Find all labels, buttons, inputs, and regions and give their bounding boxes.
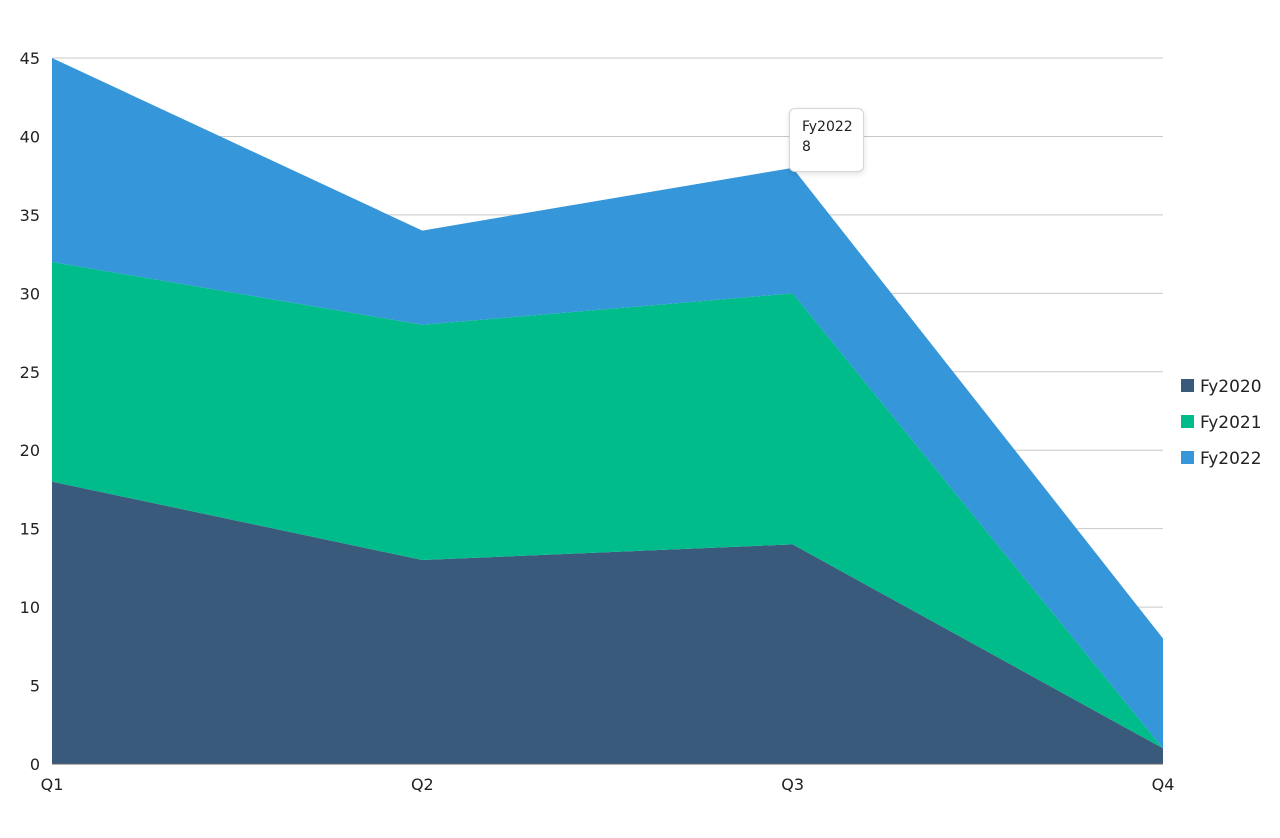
y-tick-label-25: 25 [20, 363, 40, 382]
y-tick-label-0: 0 [30, 755, 40, 774]
legend-label-fy2020: Fy2020 [1200, 377, 1262, 397]
y-tick-label-40: 40 [20, 127, 40, 146]
x-tick-label-q1: Q1 [41, 775, 64, 794]
y-tick-label-30: 30 [20, 284, 40, 303]
axes: 0 5 10 15 20 25 30 35 40 45 Q1 Q2 Q3 Q4 [20, 49, 1175, 794]
legend: Fy2020 Fy2021 Fy2022 [1181, 377, 1262, 469]
x-tick-label-q4: Q4 [1152, 775, 1175, 794]
x-tick-label-q3: Q3 [781, 775, 804, 794]
legend-swatch-fy2022 [1181, 451, 1194, 464]
y-tick-label-20: 20 [20, 441, 40, 460]
tooltip-value: 8 [802, 139, 811, 155]
y-tick-label-35: 35 [20, 206, 40, 225]
x-tick-label-q2: Q2 [411, 775, 434, 794]
legend-swatch-fy2020 [1181, 379, 1194, 392]
y-tick-label-15: 15 [20, 520, 40, 539]
area-fy2021 [52, 261, 1163, 749]
area-fy2020 [52, 481, 1163, 764]
y-tick-label-45: 45 [20, 49, 40, 68]
series-areas [52, 58, 1163, 764]
y-tick-label-5: 5 [30, 677, 40, 696]
area-fy2022 [52, 58, 1163, 749]
legend-label-fy2021: Fy2021 [1200, 413, 1262, 433]
legend-swatch-fy2021 [1181, 415, 1194, 428]
tooltip: Fy2022 8 [789, 108, 864, 172]
tooltip-series-name: Fy2022 [802, 119, 853, 135]
y-tick-label-10: 10 [20, 598, 40, 617]
legend-label-fy2022: Fy2022 [1200, 449, 1262, 469]
